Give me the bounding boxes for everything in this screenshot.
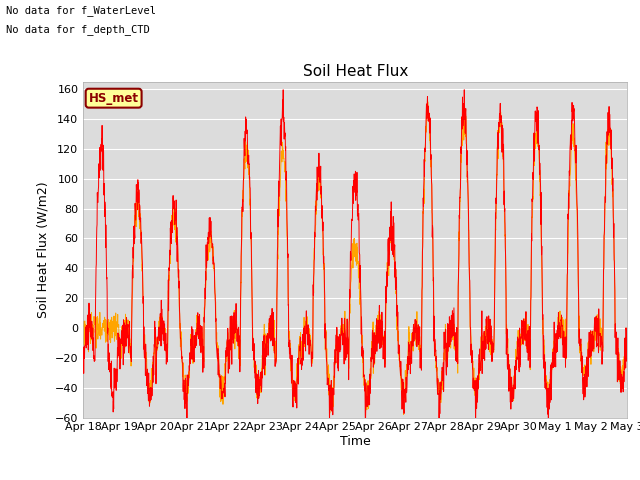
Title: Soil Heat Flux: Soil Heat Flux [303,64,408,79]
Text: No data for f_WaterLevel: No data for f_WaterLevel [6,5,156,16]
Y-axis label: Soil Heat Flux (W/m2): Soil Heat Flux (W/m2) [36,181,49,318]
X-axis label: Time: Time [340,435,371,448]
Text: HS_met: HS_met [88,92,139,105]
Text: No data for f_depth_CTD: No data for f_depth_CTD [6,24,150,35]
